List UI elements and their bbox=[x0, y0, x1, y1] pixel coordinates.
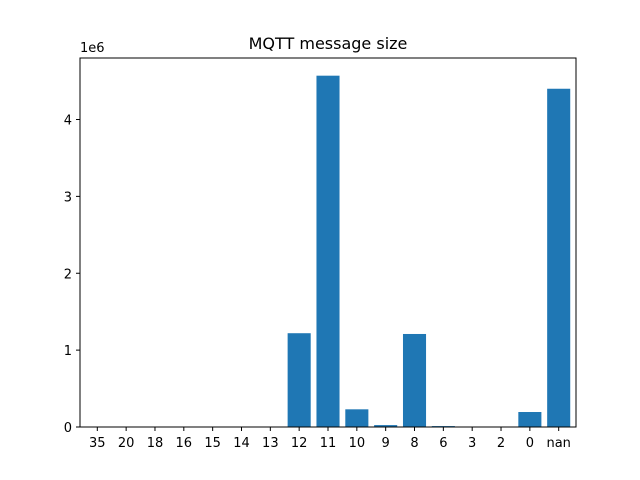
x-tick-label: 20 bbox=[118, 436, 135, 451]
bar-10 bbox=[345, 409, 369, 427]
x-tick-label: 16 bbox=[176, 436, 193, 451]
y-tick-label: 2 bbox=[64, 267, 72, 282]
x-tick-label: 14 bbox=[233, 436, 250, 451]
x-tick-label: 6 bbox=[439, 436, 447, 451]
x-tick-label: 8 bbox=[410, 436, 418, 451]
x-tick-label: 13 bbox=[262, 436, 279, 451]
y-tick-label: 0 bbox=[64, 421, 72, 436]
x-tick-label: 11 bbox=[320, 436, 337, 451]
bar-nan bbox=[547, 88, 571, 427]
x-tick-label: 0 bbox=[526, 436, 534, 451]
y-tick-label: 3 bbox=[64, 190, 72, 205]
x-tick-label: 35 bbox=[89, 436, 106, 451]
y-axis-ticks: 0 1 2 3 4 bbox=[64, 114, 80, 436]
x-tick-label: 10 bbox=[349, 436, 366, 451]
bars-group bbox=[287, 75, 571, 428]
chart-title: MQTT message size bbox=[249, 34, 408, 53]
x-tick-label: 12 bbox=[291, 436, 308, 451]
y-offset-label: 1e6 bbox=[80, 41, 105, 56]
bar-11 bbox=[316, 75, 340, 428]
plot-frame bbox=[79, 57, 577, 428]
y-tick-label: 1 bbox=[64, 344, 72, 359]
x-tick-label: 3 bbox=[468, 436, 476, 451]
bar-0 bbox=[518, 412, 542, 427]
x-axis-ticks: 35 20 18 16 15 14 13 12 11 10 9 8 6 3 2 0 nan bbox=[89, 427, 571, 451]
x-tick-label: 15 bbox=[204, 436, 221, 451]
x-tick-label: 2 bbox=[497, 436, 505, 451]
bar-9 bbox=[374, 425, 398, 427]
x-tick-label: 9 bbox=[382, 436, 390, 451]
y-tick-label: 4 bbox=[64, 114, 72, 129]
bar-8 bbox=[402, 333, 427, 427]
x-tick-label: nan bbox=[546, 436, 570, 451]
bar-12 bbox=[287, 333, 311, 427]
x-tick-label: 18 bbox=[147, 436, 164, 451]
